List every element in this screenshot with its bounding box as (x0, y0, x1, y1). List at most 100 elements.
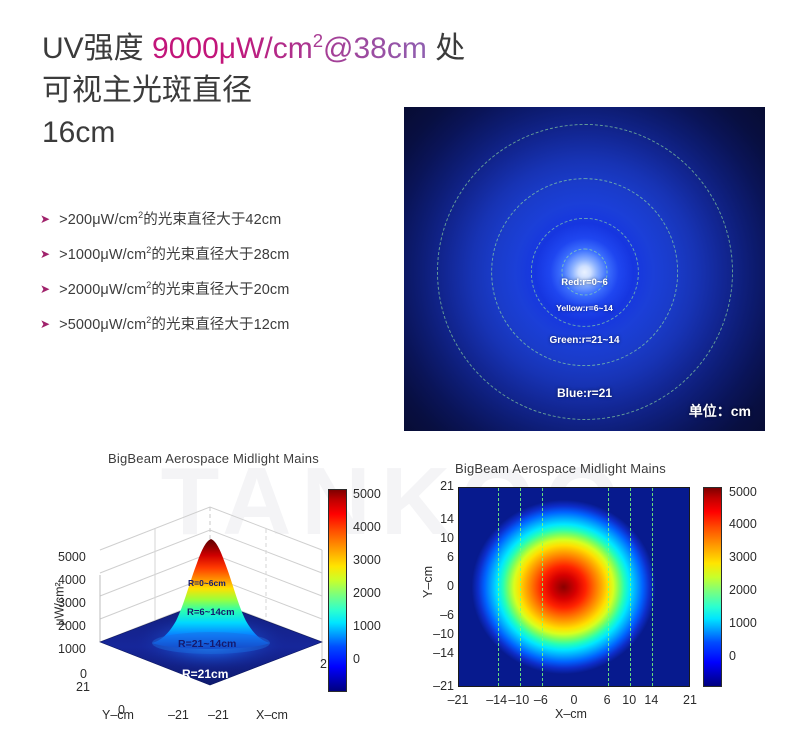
list-item-superscript: 2 (146, 315, 152, 326)
list-item-head: >200μW/cm (59, 212, 139, 228)
surface-3d-colorbar-tick: 3000 (353, 553, 381, 567)
list-item-superscript: 2 (146, 245, 152, 256)
heatmap-2d-guide-line (541, 488, 543, 686)
heatmap-2d-xtick: –6 (533, 693, 548, 707)
surface-3d-colorbar-tick: 0 (353, 652, 360, 666)
heatmap-2d-ytick: –14 (433, 645, 454, 660)
heatmap-2d-colorbar-tick: 5000 (729, 485, 757, 499)
surface-3d-colorbar-tick: 2000 (353, 586, 381, 600)
surface-3d-ytick: 21 (76, 680, 90, 694)
surface-3d-ytick: 0 (118, 703, 125, 717)
heatmap-2d-ytick: 6 (447, 550, 454, 565)
list-item-label: >1000μW/cm2的光束直径大于28cm (59, 243, 289, 264)
headline-line-2: 可视主光斑直径 (42, 74, 252, 107)
headline-accent-text: 9000μW/cm (152, 32, 313, 65)
surface-3d-ztick: 0 (80, 667, 87, 681)
heatmap-2d-ytick: 0 (447, 579, 454, 593)
surface-3d-ztick: 5000 (58, 550, 86, 564)
surface-3d-colorbar-tick: 4000 (353, 520, 381, 534)
headline-prefix: UV强度 (42, 32, 153, 65)
list-item-head: >2000μW/cm (59, 282, 147, 298)
surface-3d-annotation-green: R=21~14cm (178, 638, 237, 650)
surface-3d-floor-edge (99, 599, 323, 686)
heatmap-2d-xtick: –14 (486, 693, 508, 707)
heatmap-2d-ytick: 10 (440, 531, 454, 546)
heatmap-2d-xtick: 21 (683, 693, 697, 707)
heatmap-2d-ytick: –10 (433, 626, 454, 641)
heatmap-2d-ytick: –21 (433, 679, 454, 693)
surface-3d-xaxis-label: X–cm (256, 708, 288, 722)
surface-3d-zaxis-label: μW/cm² (52, 582, 67, 626)
heatmap-2d-colorbar-tick: 1000 (729, 616, 757, 630)
heatmap-2d-guide-line (630, 488, 632, 686)
heatmap-2d-xtick: –10 (508, 693, 530, 707)
list-item: ➤ >200μW/cm2的光束直径大于42cm (40, 208, 420, 229)
heatmap-2d-xtick: 10 (622, 693, 637, 707)
surface-3d-ztick: 3000 (58, 596, 86, 610)
heatmap-2d-yaxis-label: Y–cm (420, 566, 435, 598)
heatmap-2d-guide-line (519, 488, 521, 686)
surface-3d-annotation-red: R=0~6cm (188, 578, 226, 588)
surface-3d-ztick: 4000 (58, 573, 86, 587)
heatmap-2d-ytick: –6 (440, 607, 454, 622)
heatmap-2d-xtick: 0 (570, 693, 578, 707)
heatmap-2d-ytick: 21 (440, 479, 454, 493)
list-item-label: >2000μW/cm2的光束直径大于20cm (59, 278, 289, 299)
surface-3d-ztick: 2000 (58, 619, 86, 633)
red-zone-label: Red:r=0~6 (561, 277, 608, 289)
headline-accent-value: 9000μW/cm2@38cm (152, 32, 427, 65)
heatmap-2d-xaxis-label: X–cm (555, 707, 587, 721)
list-item-label: >5000μW/cm2的光束直径大于12cm (59, 313, 289, 334)
surface-3d-canvas (99, 506, 323, 686)
surface-3d-ztick: 1000 (58, 642, 86, 656)
heatmap-2d-guide-line (652, 488, 654, 686)
list-item: ➤ >1000μW/cm2的光束直径大于28cm (40, 243, 420, 264)
heatmap-2d-colorbar-tick: 0 (729, 649, 736, 663)
heatmap-2d-xtick: 6 (603, 693, 611, 707)
list-item: ➤ >5000μW/cm2的光束直径大于12cm (40, 313, 420, 334)
triangle-bullet-icon: ➤ (40, 212, 51, 226)
list-item-label: >200μW/cm2的光束直径大于42cm (59, 208, 281, 229)
heatmap-2d-panel: BigBeam Aerospace Midlight Mains 21 14 10 6… (400, 445, 790, 729)
beam-unit-label: 单位：cm (688, 403, 751, 419)
list-item: ➤ >2000μW/cm2的光束直径大于20cm (40, 278, 420, 299)
surface-3d-title: BigBeam Aerospace Midlight Mains (108, 451, 319, 466)
surface-3d-colorbar (328, 489, 347, 692)
headline-suffix: 处 (426, 32, 466, 65)
heatmap-2d-colorbar-tick: 3000 (729, 550, 757, 564)
heatmap-2d-colorbar (703, 487, 722, 687)
spec-bullet-list: ➤ >200μW/cm2的光束直径大于42cm ➤ >1000μW/cm2的光束… (40, 208, 420, 348)
triangle-bullet-icon: ➤ (40, 247, 51, 261)
headline-accent-tail: @38cm (323, 32, 427, 65)
list-item-tail: 的光束直径大于42cm (143, 212, 282, 228)
surface-3d-colorbar-tick: 5000 (353, 487, 381, 501)
triangle-bullet-icon: ➤ (40, 282, 51, 296)
list-item-head: >5000μW/cm (59, 317, 147, 333)
list-item-tail: 的光束直径大于12cm (151, 317, 290, 333)
list-item-superscript: 2 (138, 210, 144, 221)
headline-accent-superscript: 2 (312, 30, 324, 51)
surface-3d-annotation-yellow: R=6~14cm (187, 607, 235, 618)
heatmap-2d-guide-line (608, 488, 610, 686)
triangle-bullet-icon: ➤ (40, 317, 51, 331)
list-item-superscript: 2 (146, 280, 152, 291)
page-title: UV强度 9000μW/cm2@38cm 处 可视主光斑直径 16cm (42, 28, 582, 154)
blue-ring (436, 124, 733, 421)
list-item-tail: 的光束直径大于20cm (151, 282, 290, 298)
surface-3d-peak-base (152, 632, 270, 654)
surface-3d-ytick: –21 (168, 708, 189, 722)
heatmap-2d-xtick: –21 (447, 693, 469, 707)
yellow-zone-label: Yellow:r=6~14 (556, 303, 613, 314)
heatmap-2d-ytick: 14 (440, 512, 454, 527)
list-item-head: >1000μW/cm (59, 247, 147, 263)
headline-line-3: 16cm (42, 116, 116, 149)
heatmap-2d-xtick: 14 (644, 693, 659, 707)
heatmap-2d-image (458, 487, 690, 687)
surface-3d-colorbar-tick: 1000 (353, 619, 381, 633)
green-zone-label: Green:r=21~14 (549, 335, 620, 347)
list-item-tail: 的光束直径大于28cm (151, 247, 290, 263)
heatmap-2d-colorbar-tick: 2000 (729, 583, 757, 597)
surface-3d-annotation-blue: R=21cm (182, 667, 229, 681)
surface-3d-gaussian-peak (152, 539, 270, 649)
surface-3d-xtick: –21 (208, 708, 229, 722)
